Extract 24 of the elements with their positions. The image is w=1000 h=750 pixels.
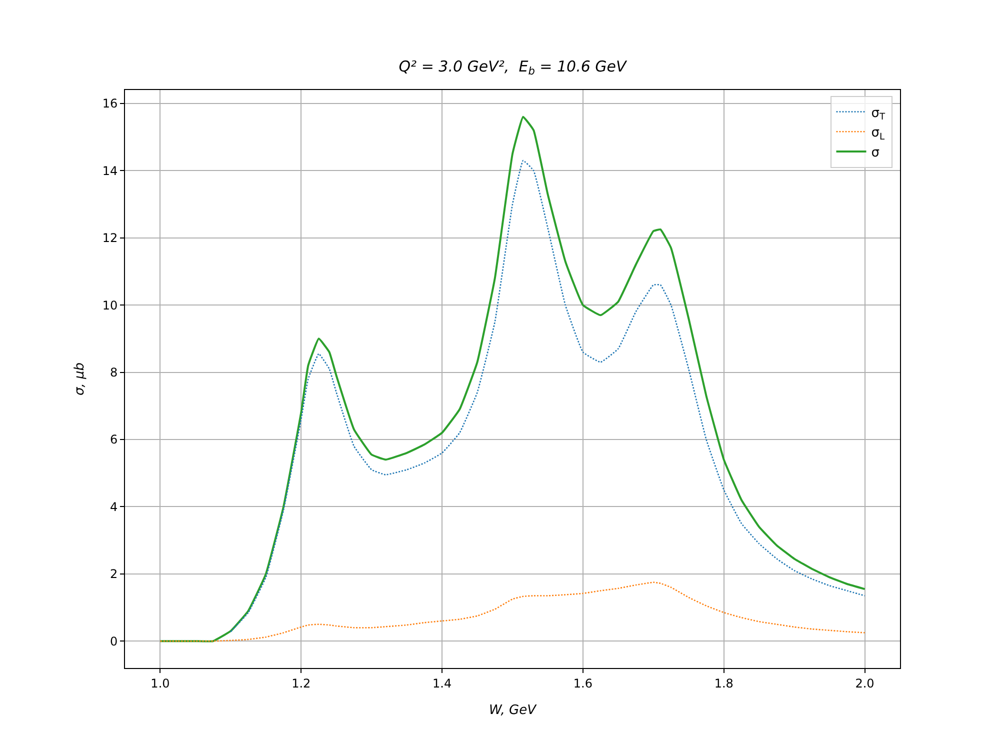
x-tick-label: 1.6 bbox=[573, 676, 592, 690]
legend-label: σ bbox=[871, 146, 880, 161]
legend-label: σ$_{L}$ bbox=[871, 126, 886, 142]
x-tick-label: 1.2 bbox=[292, 676, 311, 690]
x-tick-label: 2.0 bbox=[855, 676, 874, 690]
y-tick-label: 6 bbox=[110, 432, 118, 447]
y-tick-label: 8 bbox=[110, 365, 118, 380]
x-tick-label: 1.8 bbox=[714, 676, 734, 690]
y-tick-label: 16 bbox=[102, 96, 118, 111]
x-tick-label: 1.4 bbox=[432, 676, 452, 690]
x-axis-title: W, GeV bbox=[488, 703, 538, 718]
y-tick-label: 4 bbox=[110, 500, 118, 514]
line-series bbox=[160, 582, 866, 642]
line-series bbox=[159, 116, 866, 642]
legend-label: σ$_{T}$ bbox=[871, 106, 886, 123]
y-tick-label: 0 bbox=[110, 634, 118, 648]
y-axis-title: σ, μb bbox=[72, 362, 88, 396]
y-tick-label: 12 bbox=[102, 231, 118, 246]
y-tick-label: 10 bbox=[102, 298, 118, 312]
y-tick-label: 2 bbox=[110, 567, 118, 582]
y-tick-label: 14 bbox=[102, 164, 118, 178]
line-series bbox=[230, 160, 866, 632]
chart-title: Q² = 3.0 GeV², E$_{b}$ = 10.6 GeV bbox=[398, 57, 628, 78]
x-tick-label: 1.0 bbox=[150, 676, 170, 690]
